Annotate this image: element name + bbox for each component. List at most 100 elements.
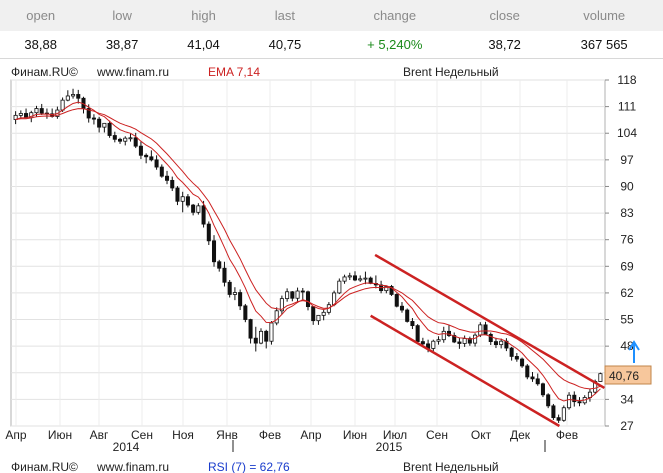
candle xyxy=(410,318,415,330)
candle-body xyxy=(405,309,410,322)
plot-area xyxy=(10,79,606,427)
quote-value-last: 40,75 xyxy=(244,31,326,59)
x-tick-label: Июн xyxy=(343,428,367,442)
quote-value-close: 38,72 xyxy=(463,31,546,59)
channel-layer xyxy=(370,253,606,428)
candle xyxy=(191,203,196,216)
x-tick-label: Фев xyxy=(259,428,281,442)
ema-layer xyxy=(15,101,601,402)
candle-body xyxy=(211,240,217,263)
candle-body xyxy=(363,277,368,280)
candle xyxy=(285,288,290,302)
candle-body xyxy=(321,311,326,316)
candle-body xyxy=(128,137,133,140)
bottom-indicator: RSI (7) = 62,76 xyxy=(208,460,290,473)
candle-body xyxy=(201,205,206,225)
last-price-marker: 40,76 xyxy=(604,340,652,385)
candle-body xyxy=(118,138,123,142)
quote-header-last: last xyxy=(244,0,326,31)
candle-body xyxy=(389,286,394,295)
bottom-instrument: Brent Недельный xyxy=(403,460,499,473)
candle-body xyxy=(499,340,504,346)
candle-body xyxy=(34,108,39,114)
candle xyxy=(399,302,405,313)
candle-body xyxy=(107,122,112,136)
quote-table: open low high last change close volume 3… xyxy=(0,0,663,59)
candle-body xyxy=(420,341,425,345)
candle-body xyxy=(180,196,185,202)
grid-layer xyxy=(11,79,605,427)
candle xyxy=(499,338,504,349)
candle xyxy=(133,132,138,149)
candle-body xyxy=(316,314,321,322)
y-tick-label: 104 xyxy=(617,126,637,140)
candle xyxy=(18,110,23,119)
candle-body xyxy=(431,340,436,349)
candle xyxy=(144,153,149,164)
candle-body xyxy=(483,324,488,335)
last-price-label: 40,76 xyxy=(609,369,639,383)
candle-body xyxy=(358,278,363,281)
candle-body xyxy=(191,204,196,213)
y-tick-label: 69 xyxy=(620,259,634,273)
y-tick-label: 83 xyxy=(620,206,634,220)
candle-body xyxy=(410,321,415,327)
candle xyxy=(441,326,446,343)
candle-body xyxy=(71,94,76,97)
candle xyxy=(112,131,117,143)
candle-body xyxy=(185,196,190,206)
candle xyxy=(232,287,237,301)
candle xyxy=(525,364,530,380)
candle-body xyxy=(295,290,300,299)
candle xyxy=(305,290,311,311)
candle-body xyxy=(415,325,420,342)
candle-body xyxy=(290,291,295,299)
candle-body xyxy=(473,334,478,344)
x-tick-label: Дек xyxy=(510,428,531,442)
candle-body xyxy=(394,294,399,307)
candles-layer xyxy=(13,88,603,423)
candle xyxy=(535,373,540,386)
quote-value-low: 38,87 xyxy=(81,31,163,59)
candle-body xyxy=(102,122,107,128)
candle-body xyxy=(347,275,352,278)
candle-body xyxy=(352,275,358,281)
candle-body xyxy=(478,324,483,336)
candle-body xyxy=(165,175,170,181)
candle xyxy=(253,326,258,352)
quote-header-open: open xyxy=(0,0,82,31)
candle xyxy=(248,318,253,344)
x-tick-label: Ноя xyxy=(172,428,194,442)
candle xyxy=(431,339,436,352)
x-year-label: 2015 xyxy=(376,440,403,454)
candle xyxy=(389,284,394,296)
quote-value-row: 38,88 38,87 41,04 40,75 + 5,240% 38,72 3… xyxy=(0,31,663,59)
candle-body xyxy=(577,401,582,404)
candle xyxy=(446,325,451,338)
candle-body xyxy=(18,113,23,116)
x-tick-label: Июн xyxy=(48,428,72,442)
y-tick-label: 76 xyxy=(620,233,634,247)
candle xyxy=(71,88,76,99)
candle xyxy=(128,133,133,142)
candle-body xyxy=(520,358,525,367)
candle xyxy=(222,261,227,287)
candle-body xyxy=(300,290,305,293)
candle-body xyxy=(446,330,451,336)
candle xyxy=(509,346,514,361)
candle-body xyxy=(222,267,227,283)
candle xyxy=(467,336,472,346)
channel-lower-line xyxy=(370,314,561,428)
candle-body xyxy=(238,292,243,307)
candle-body xyxy=(598,373,603,382)
candle xyxy=(577,397,582,407)
y-tick-label: 48 xyxy=(620,339,634,353)
candle xyxy=(138,141,143,160)
candle-body xyxy=(248,319,253,339)
candle xyxy=(201,200,206,228)
candle-body xyxy=(535,378,540,385)
y-tick-label: 27 xyxy=(620,419,634,433)
candle-body xyxy=(196,205,201,213)
candle xyxy=(102,122,107,133)
candle xyxy=(493,337,498,349)
